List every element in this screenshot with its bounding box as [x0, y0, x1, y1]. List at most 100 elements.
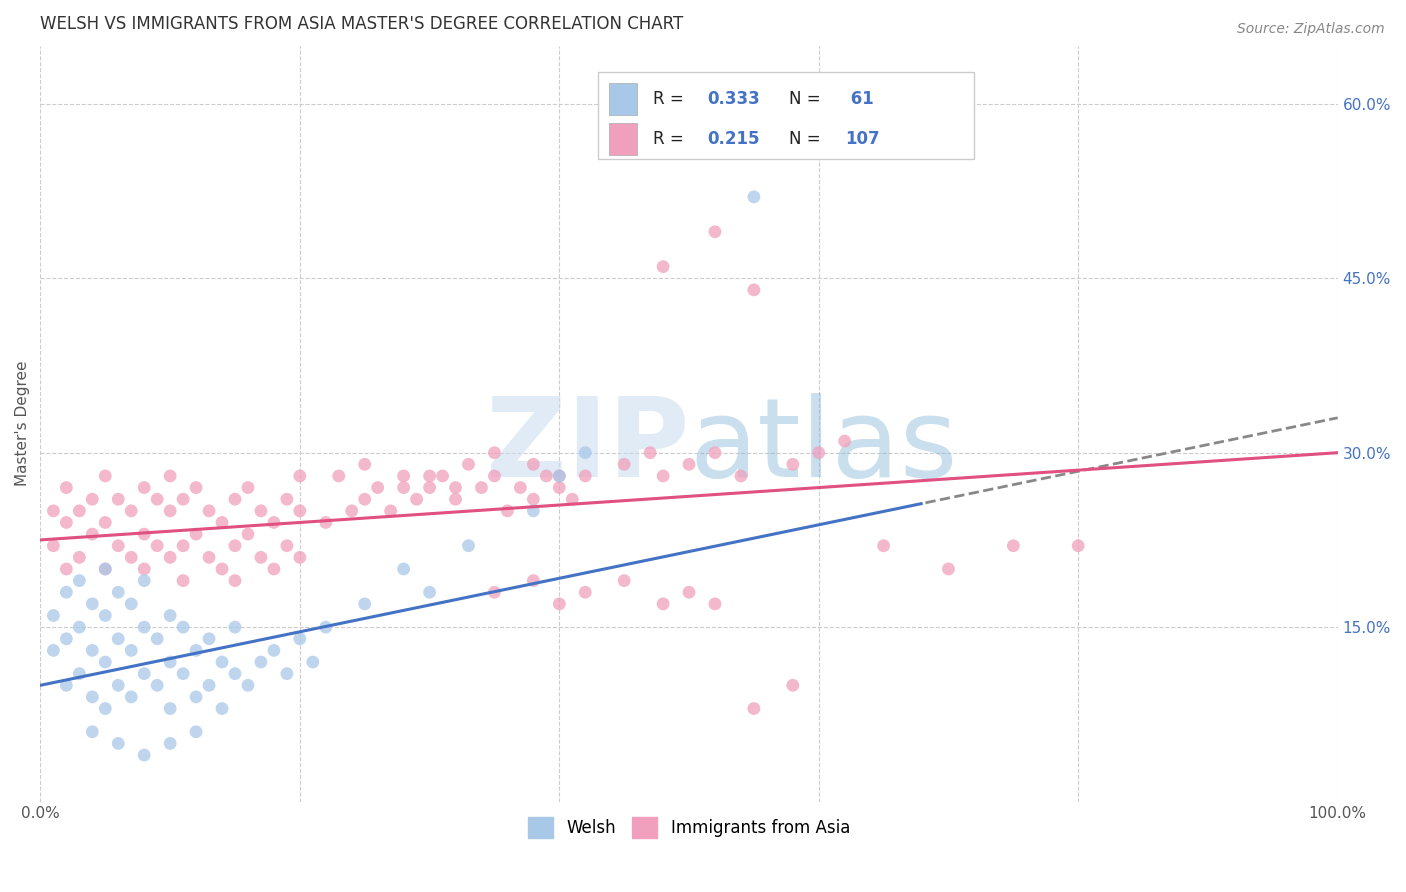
Point — [107, 585, 129, 599]
Point — [55, 516, 77, 530]
Point — [276, 492, 298, 507]
Point — [276, 666, 298, 681]
Point — [159, 701, 181, 715]
Point — [405, 492, 427, 507]
Point — [288, 632, 311, 646]
Point — [730, 469, 752, 483]
Point — [678, 458, 700, 472]
Point — [392, 469, 415, 483]
Point — [457, 539, 479, 553]
Point — [367, 481, 389, 495]
Point — [159, 736, 181, 750]
Point — [94, 655, 117, 669]
Point — [42, 539, 65, 553]
Point — [288, 504, 311, 518]
Point — [134, 620, 156, 634]
Point — [1002, 539, 1025, 553]
Point — [107, 492, 129, 507]
Point — [315, 516, 337, 530]
Point — [224, 620, 246, 634]
Point — [94, 562, 117, 576]
Point — [224, 666, 246, 681]
Point — [172, 666, 194, 681]
Point — [172, 574, 194, 588]
Point — [159, 608, 181, 623]
Point — [574, 585, 596, 599]
Point — [380, 504, 402, 518]
Point — [353, 458, 375, 472]
Point — [484, 585, 506, 599]
Point — [159, 469, 181, 483]
Point — [107, 678, 129, 692]
Text: 61: 61 — [845, 90, 873, 108]
Point — [548, 481, 571, 495]
Point — [263, 643, 285, 657]
Point — [82, 690, 104, 704]
Point — [159, 655, 181, 669]
Point — [184, 527, 207, 541]
Point — [704, 225, 727, 239]
Point — [134, 574, 156, 588]
Point — [328, 469, 350, 483]
Point — [484, 469, 506, 483]
Point — [807, 446, 830, 460]
Point — [742, 701, 765, 715]
Point — [315, 620, 337, 634]
Point — [236, 481, 259, 495]
Point — [419, 481, 441, 495]
Point — [548, 469, 571, 483]
Point — [288, 469, 311, 483]
Point — [184, 481, 207, 495]
Point — [470, 481, 492, 495]
Point — [613, 574, 636, 588]
Point — [198, 550, 221, 565]
Point — [134, 747, 156, 762]
Point — [496, 504, 519, 518]
Point — [134, 562, 156, 576]
Point — [301, 655, 323, 669]
Point — [42, 608, 65, 623]
Point — [263, 516, 285, 530]
Point — [94, 562, 117, 576]
Point — [561, 492, 583, 507]
Point — [419, 585, 441, 599]
Point — [198, 504, 221, 518]
Point — [522, 458, 544, 472]
Point — [704, 446, 727, 460]
Point — [392, 481, 415, 495]
Point — [250, 504, 273, 518]
Point — [120, 597, 142, 611]
Bar — [598, 72, 974, 159]
Point — [444, 492, 467, 507]
Point — [211, 516, 233, 530]
Point — [82, 724, 104, 739]
Point — [55, 632, 77, 646]
Point — [159, 550, 181, 565]
Point — [82, 527, 104, 541]
Point — [522, 504, 544, 518]
Point — [120, 643, 142, 657]
Point — [42, 504, 65, 518]
Point — [224, 492, 246, 507]
Point — [211, 562, 233, 576]
Point — [548, 469, 571, 483]
Point — [509, 481, 531, 495]
Point — [67, 550, 90, 565]
Legend: Welsh, Immigrants from Asia: Welsh, Immigrants from Asia — [520, 809, 859, 847]
Point — [834, 434, 856, 448]
Point — [782, 458, 804, 472]
Point — [340, 504, 363, 518]
Point — [444, 481, 467, 495]
Text: 0.333: 0.333 — [707, 90, 759, 108]
Point — [224, 574, 246, 588]
Point — [184, 724, 207, 739]
Point — [120, 690, 142, 704]
Point — [94, 701, 117, 715]
Point — [134, 481, 156, 495]
Point — [742, 190, 765, 204]
Bar — [609, 123, 637, 154]
Point — [55, 678, 77, 692]
Point — [134, 527, 156, 541]
Point — [652, 469, 675, 483]
Point — [146, 492, 169, 507]
